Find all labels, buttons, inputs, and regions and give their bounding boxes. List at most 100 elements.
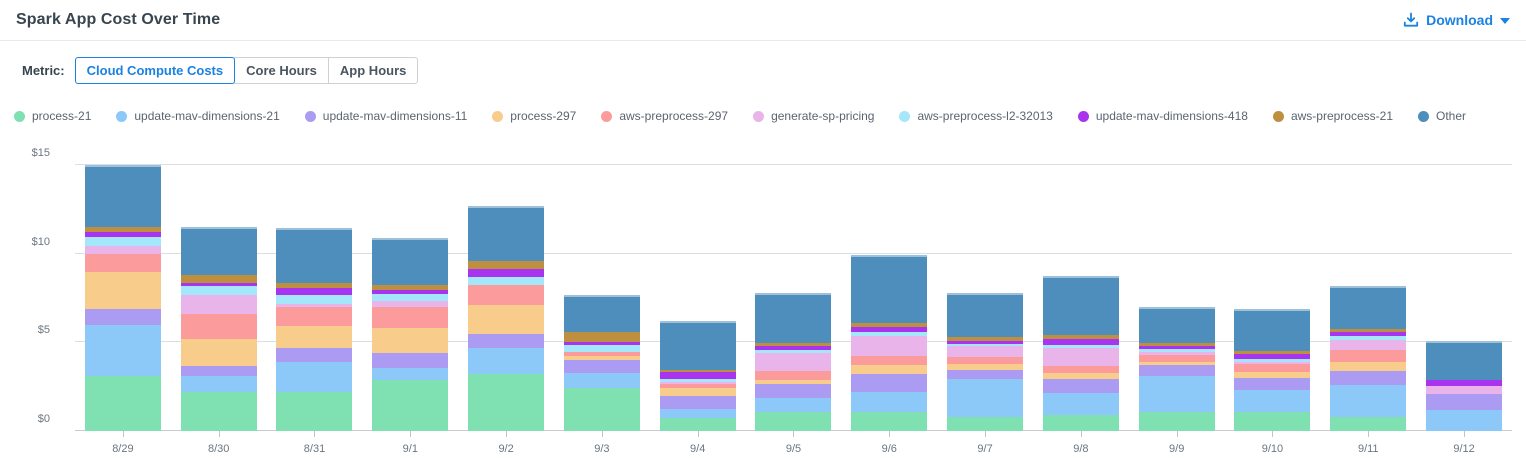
bar-segment[interactable] [563, 360, 640, 374]
bar-segment[interactable] [851, 326, 928, 333]
bar-segment[interactable] [947, 370, 1024, 380]
bar-segment[interactable] [1330, 416, 1407, 431]
bar-segment[interactable] [1042, 365, 1119, 374]
bar-segment[interactable] [1426, 340, 1503, 380]
bar-segment[interactable] [1138, 346, 1215, 350]
bar-segment[interactable] [1042, 338, 1119, 345]
bar-segment[interactable] [947, 293, 1024, 338]
bar-segment[interactable] [659, 372, 736, 379]
bar-segment[interactable] [1234, 359, 1311, 363]
bar-segment[interactable] [1330, 329, 1407, 333]
bar-segment[interactable] [563, 345, 640, 353]
legend-item[interactable]: update-mav-dimensions-11 [304, 109, 467, 123]
bar-segment[interactable] [84, 237, 161, 246]
bar-segment[interactable] [1330, 335, 1407, 341]
bar-segment[interactable] [659, 378, 736, 383]
bar-segment[interactable] [1426, 393, 1503, 411]
bar-segment[interactable] [1330, 370, 1407, 385]
bar-segment[interactable] [1138, 376, 1215, 413]
bar-segment[interactable] [276, 392, 353, 431]
bar-segment[interactable] [468, 348, 545, 375]
legend-item[interactable]: process-297 [492, 109, 576, 123]
bar-segment[interactable] [659, 388, 736, 396]
bar-segment[interactable] [1138, 342, 1215, 347]
bar-segment[interactable] [563, 341, 640, 346]
bar-segment[interactable] [947, 345, 1024, 357]
bar-segment[interactable] [1234, 350, 1311, 354]
bar-segment[interactable] [755, 397, 832, 413]
bar-segment[interactable] [1042, 335, 1119, 339]
stacked-bar[interactable] [755, 293, 832, 431]
bar-segment[interactable] [755, 412, 832, 431]
stacked-bar[interactable] [372, 238, 449, 431]
bar-segment[interactable] [180, 365, 257, 377]
bar-segment[interactable] [947, 343, 1024, 346]
bar-segment[interactable] [851, 255, 928, 324]
bar-segment[interactable] [1138, 349, 1215, 353]
stacked-bar[interactable] [468, 205, 545, 431]
stacked-bar[interactable] [947, 293, 1024, 431]
stacked-bar[interactable] [851, 255, 928, 431]
bar-segment[interactable] [372, 380, 449, 431]
bar-segment[interactable] [372, 352, 449, 369]
bar-segment[interactable] [1042, 415, 1119, 431]
bar-segment[interactable] [659, 382, 736, 384]
bar-segment[interactable] [372, 307, 449, 328]
bar-segment[interactable] [84, 308, 161, 326]
bar-segment[interactable] [84, 226, 161, 233]
bar-segment[interactable] [851, 332, 928, 336]
bar-segment[interactable] [180, 282, 257, 286]
bar-segment[interactable] [755, 343, 832, 347]
bar-segment[interactable] [1234, 308, 1311, 351]
bar-segment[interactable] [276, 288, 353, 296]
bar-segment[interactable] [372, 368, 449, 381]
bar-segment[interactable] [947, 356, 1024, 365]
tab-cloud-compute-costs[interactable]: Cloud Compute Costs [74, 57, 236, 84]
legend-item[interactable]: aws-preprocess-297 [601, 109, 728, 123]
bar-segment[interactable] [276, 362, 353, 393]
bar-segment[interactable] [563, 295, 640, 333]
bar-segment[interactable] [1042, 347, 1119, 366]
bar-segment[interactable] [755, 350, 832, 354]
bar-segment[interactable] [755, 379, 832, 384]
bar-segment[interactable] [563, 332, 640, 342]
bar-segment[interactable] [851, 356, 928, 366]
bar-segment[interactable] [1426, 379, 1503, 386]
bar-segment[interactable] [276, 306, 353, 327]
bar-segment[interactable] [276, 227, 353, 284]
bar-segment[interactable] [851, 323, 928, 327]
bar-segment[interactable] [468, 304, 545, 334]
bar-segment[interactable] [276, 326, 353, 348]
bar-segment[interactable] [563, 373, 640, 388]
bar-segment[interactable] [1330, 361, 1407, 371]
bar-segment[interactable] [180, 275, 257, 283]
bar-segment[interactable] [851, 365, 928, 375]
bar-segment[interactable] [1234, 363, 1311, 372]
bar-segment[interactable] [468, 276, 545, 286]
bar-segment[interactable] [1234, 353, 1311, 360]
bar-segment[interactable] [468, 333, 545, 349]
legend-item[interactable]: aws-preprocess-21 [1272, 109, 1393, 123]
bar-segment[interactable] [659, 395, 736, 410]
legend-item[interactable]: update-mav-dimensions-418 [1077, 109, 1248, 123]
bar-segment[interactable] [1330, 332, 1407, 336]
stacked-bar[interactable] [1330, 285, 1407, 431]
bar-segment[interactable] [180, 226, 257, 276]
stacked-bar[interactable] [563, 295, 640, 431]
bar-segment[interactable] [180, 314, 257, 339]
bar-segment[interactable] [468, 285, 545, 305]
bar-segment[interactable] [851, 336, 928, 357]
stacked-bar[interactable] [276, 227, 353, 431]
bar-segment[interactable] [84, 165, 161, 227]
bar-segment[interactable] [1234, 412, 1311, 431]
bar-segment[interactable] [947, 416, 1024, 431]
bar-segment[interactable] [659, 383, 736, 389]
tab-app-hours[interactable]: App Hours [327, 57, 419, 84]
bar-segment[interactable] [468, 374, 545, 431]
legend-item[interactable]: Other [1418, 109, 1466, 123]
bar-segment[interactable] [1234, 371, 1311, 378]
bar-segment[interactable] [1426, 385, 1503, 394]
bar-segment[interactable] [755, 383, 832, 398]
bar-segment[interactable] [372, 327, 449, 353]
stacked-bar[interactable] [1234, 308, 1311, 431]
